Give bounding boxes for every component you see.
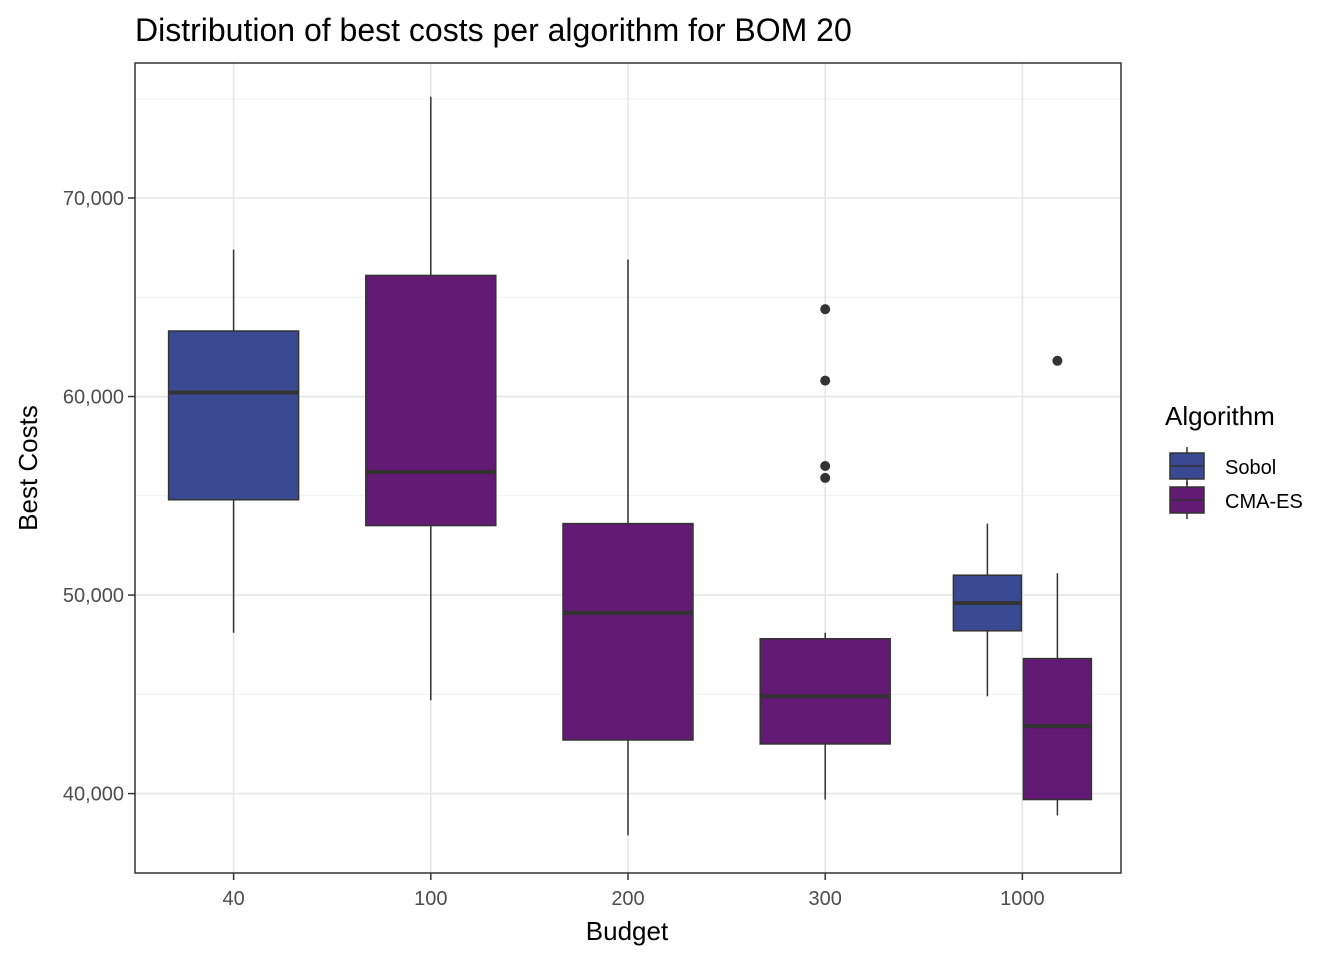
x-tick-label: 200 [611, 888, 644, 910]
chart-title: Distribution of best costs per algorithm… [135, 12, 852, 48]
x-axis-title: Budget [586, 916, 669, 946]
box-cma-es-1000-iqr [1022, 657, 1093, 801]
box-cma-es-1000-outlier [1052, 355, 1063, 366]
x-axis: 40 100 200 300 1000 [222, 873, 1045, 910]
x-tick-label: 100 [414, 888, 447, 910]
x-tick-label: 1000 [1000, 888, 1045, 910]
legend-title: Algorithm [1165, 401, 1275, 431]
y-tick-label: 40,000 [63, 784, 124, 806]
boxes-layer [167, 96, 1093, 836]
box-cma-es-300-outlier [820, 472, 831, 483]
x-tick-label: 300 [809, 888, 842, 910]
legend-label-sobol: Sobol [1225, 457, 1276, 479]
y-tick-label: 60,000 [63, 387, 124, 409]
y-axis-title: Best Costs [13, 405, 43, 531]
y-axis: 40,000 50,000 60,000 70,000 [63, 188, 135, 806]
legend-label-cma-es: CMA-ES [1225, 491, 1303, 513]
y-tick-label: 50,000 [63, 585, 124, 607]
box-sobol-40-iqr [167, 330, 300, 501]
box-cma-es-200-iqr [562, 522, 694, 741]
box-cma-es-300-outlier [820, 461, 831, 472]
legend: Algorithm Sobol CMA-ES [1165, 401, 1303, 519]
box-cma-es-100-iqr [365, 274, 497, 527]
y-tick-label: 70,000 [63, 188, 124, 210]
box-cma-es-300-outlier [820, 375, 831, 386]
box-cma-es-300-outlier [820, 304, 831, 315]
x-tick-label: 40 [222, 888, 244, 910]
box-cma-es-300-iqr [759, 637, 891, 745]
